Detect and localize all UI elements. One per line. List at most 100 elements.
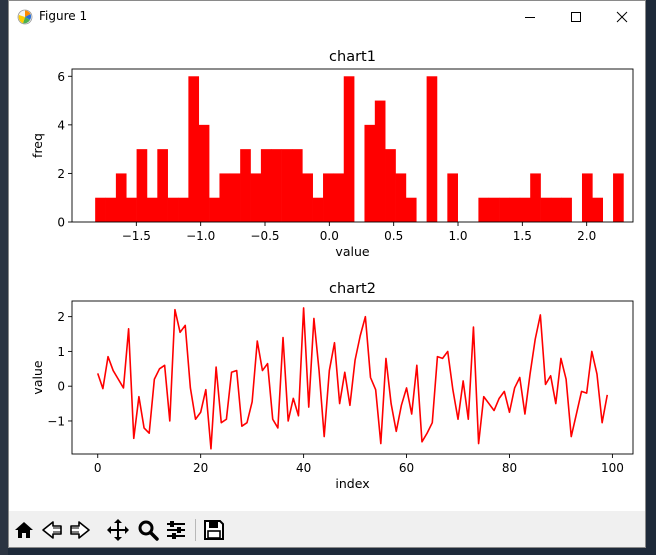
histogram-bar [374, 100, 386, 222]
histogram-bar [271, 149, 282, 222]
histogram-bar [343, 76, 355, 223]
x-tick-label: 0.0 [320, 229, 339, 243]
x-axis-label: value [335, 244, 369, 259]
histogram-bar [167, 197, 179, 222]
histogram-bar [136, 149, 148, 222]
save-button[interactable] [201, 517, 227, 543]
figure-window: Figure 1 −1.5 −1.0 −0.5 0.0 0.5 1.0 1.5 2.0 0 2 4 6… [8, 0, 646, 548]
histogram-bar [95, 197, 106, 222]
y-tick-label: 1 [57, 345, 65, 359]
x-tick-label: −1.5 [122, 229, 151, 243]
forward-button[interactable] [67, 517, 93, 543]
histogram-bar [613, 173, 624, 222]
configure-subplots-button[interactable] [163, 517, 189, 543]
histogram-bar [219, 173, 231, 222]
y-tick-label: 2 [57, 167, 65, 181]
chart-title: chart1 [329, 49, 376, 65]
back-arrow-icon [42, 521, 62, 539]
histogram-bar [447, 173, 458, 222]
histogram-bar [260, 149, 272, 222]
navigation-toolbar [9, 511, 645, 547]
x-tick-label: 60 [399, 461, 414, 475]
histogram-bar [581, 173, 593, 222]
close-button[interactable] [599, 1, 645, 33]
x-tick-label: 0 [94, 461, 102, 475]
title-bar[interactable]: Figure 1 [9, 1, 645, 33]
histogram-bar [178, 197, 189, 222]
chart-title: chart2 [329, 281, 376, 297]
y-tick-label: 0 [57, 216, 65, 230]
histogram-bar [302, 173, 313, 222]
pan-button[interactable] [105, 517, 131, 543]
save-icon [204, 520, 224, 540]
histogram-bar [509, 197, 521, 222]
y-tick-label: 4 [57, 118, 65, 132]
histogram-bar [364, 124, 376, 222]
x-tick-label: 0.5 [384, 229, 403, 243]
histogram-bar [550, 197, 562, 222]
y-tick-label: 2 [57, 310, 65, 324]
histogram-bar [281, 149, 293, 222]
toolbar-separator [195, 519, 196, 541]
axes-frame [71, 300, 634, 455]
histogram-bar [405, 197, 417, 222]
window-title: Figure 1 [39, 9, 88, 23]
histogram-bar [126, 197, 137, 222]
x-tick-label: 1.0 [448, 229, 467, 243]
histogram-bar [209, 197, 220, 222]
histogram-bar [561, 197, 572, 222]
x-tick-label: 1.5 [513, 229, 532, 243]
figure-canvas[interactable]: −1.5 −1.0 −0.5 0.0 0.5 1.0 1.5 2.0 0 2 4 6 chart1 val… [9, 33, 645, 511]
histogram-bar [229, 173, 241, 222]
forward-arrow-icon [70, 521, 90, 539]
x-tick-label: −1.0 [186, 229, 215, 243]
histogram-bar [157, 149, 168, 222]
axes-frame [71, 68, 634, 223]
histogram-bar [198, 124, 210, 222]
histogram-bar [478, 197, 490, 222]
maximize-button[interactable] [553, 1, 599, 33]
x-tick-label: 100 [601, 461, 624, 475]
back-button[interactable] [39, 517, 65, 543]
histogram-bar [540, 197, 552, 222]
x-axis-label: index [335, 476, 369, 491]
minimize-icon [525, 17, 535, 18]
histogram-bar [250, 173, 262, 222]
zoom-button[interactable] [135, 517, 161, 543]
histogram-bar [499, 197, 510, 222]
histogram-bar [395, 173, 407, 222]
maximize-icon [571, 12, 581, 22]
x-tick-label: 2.0 [577, 229, 596, 243]
histogram-bar [115, 173, 127, 222]
histogram-bar [333, 173, 345, 222]
x-tick-label: 40 [296, 461, 311, 475]
histogram-bar [188, 76, 200, 223]
x-tick-label: −0.5 [250, 229, 279, 243]
move-icon [107, 519, 129, 541]
histogram-bar [592, 197, 603, 222]
histogram-bar [240, 149, 251, 222]
matplotlib-logo-icon [17, 9, 33, 25]
histogram-bar [291, 149, 303, 222]
x-tick-label: 20 [193, 461, 208, 475]
desktop-background [0, 0, 8, 555]
home-icon [15, 522, 33, 538]
histogram-bar [146, 197, 158, 222]
x-tick-label: 80 [502, 461, 517, 475]
minimize-button[interactable] [507, 1, 553, 33]
close-icon [616, 11, 628, 23]
home-button[interactable] [11, 517, 37, 543]
y-axis-label: freq [30, 133, 45, 158]
histogram-bar [385, 149, 396, 222]
y-tick-label: 6 [57, 70, 65, 84]
histogram-bar [530, 173, 541, 222]
search-icon [138, 520, 159, 541]
histogram-bar [426, 76, 438, 223]
y-axis-label: value [30, 360, 45, 394]
y-tick-label: −1 [47, 414, 65, 428]
histogram-bar [519, 197, 531, 222]
histogram-bar [488, 197, 500, 222]
histogram-bar [323, 173, 334, 222]
y-tick-label: 0 [57, 380, 65, 394]
sliders-icon [167, 521, 185, 539]
